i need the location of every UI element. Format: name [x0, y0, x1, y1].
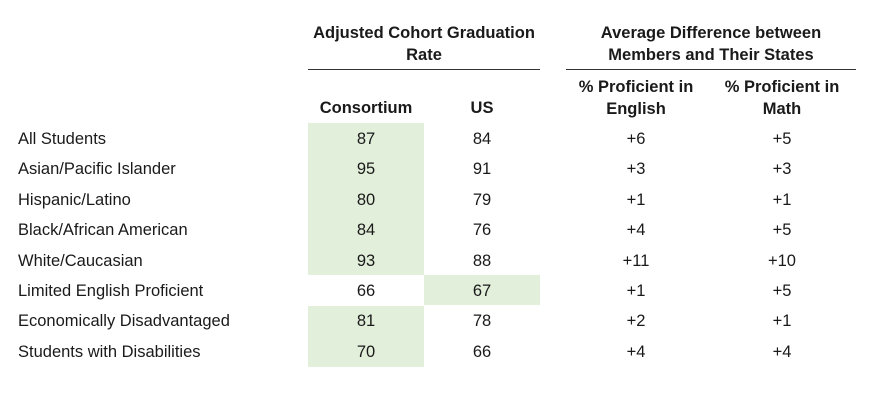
row-label: Asian/Pacific Islander: [18, 160, 176, 179]
english-difference: +6: [626, 130, 646, 148]
math-column-header: % Proficient in Math: [724, 78, 840, 118]
us-value: 66: [472, 342, 492, 361]
consortium-highlight-band-top: [308, 123, 424, 275]
table-row: Limited English Proficient 66 67 +1 +5: [0, 277, 880, 307]
consortium-value: 70: [356, 342, 376, 361]
cohort-group-rule: [308, 69, 540, 70]
english-difference: +2: [626, 312, 646, 331]
math-difference: +10: [768, 251, 796, 270]
math-difference: +1: [772, 190, 792, 209]
us-value: 84: [472, 130, 492, 148]
consortium-highlight: [308, 123, 424, 367]
cohort-group-header: Adjusted Cohort Graduation Rate: [313, 24, 535, 64]
us-value: 91: [472, 160, 492, 179]
row-label: Students with Disabilities: [18, 342, 201, 361]
row-label: Black/African American: [18, 221, 188, 240]
english-difference: +11: [622, 251, 650, 270]
row-label: Hispanic/Latino: [18, 190, 131, 209]
us-highlight-cell: [424, 275, 540, 305]
math-difference: +3: [772, 160, 792, 179]
english-difference: +1: [626, 281, 646, 300]
row-label: White/Caucasian: [18, 251, 143, 270]
row-label: Limited English Proficient: [18, 281, 204, 300]
consortium-value: 93: [356, 251, 376, 270]
row-label: Economically Disadvantaged: [18, 312, 230, 331]
us-value: 88: [472, 251, 492, 270]
row-label: All Students: [18, 130, 107, 148]
consortium-value: 66: [356, 281, 376, 300]
us-value: 67: [472, 281, 492, 300]
math-difference: +5: [772, 130, 792, 148]
consortium-value: 81: [356, 312, 376, 331]
math-difference: +1: [772, 312, 792, 331]
table-row: Black/African American 84 76 +4 +5: [0, 216, 880, 246]
consortium-highlight-band-bottom: [308, 306, 424, 367]
us-value: 78: [472, 312, 492, 331]
english-difference: +4: [626, 342, 646, 361]
difference-group-header: Average Difference between Members and T…: [600, 24, 822, 64]
consortium-value: 84: [356, 221, 376, 240]
us-value: 79: [472, 190, 492, 209]
table-row: White/Caucasian 93 88 +11 +10: [0, 247, 880, 277]
table-row: Hispanic/Latino 80 79 +1 +1: [0, 186, 880, 216]
consortium-value: 87: [356, 130, 376, 148]
consortium-value: 95: [356, 160, 376, 179]
table-row: Asian/Pacific Islander 95 91 +3 +3: [0, 155, 880, 185]
math-difference: +5: [772, 281, 792, 300]
table-row: Students with Disabilities 70 66 +4 +4: [0, 338, 880, 368]
consortium-value: 80: [356, 190, 376, 209]
table-row: All Students 87 84 +6 +5: [0, 125, 880, 155]
consortium-column-header: Consortium: [319, 99, 413, 117]
english-difference: +4: [626, 221, 646, 240]
math-difference: +4: [772, 342, 792, 361]
us-column-header: US: [470, 99, 494, 117]
math-difference: +5: [772, 221, 792, 240]
english-difference: +1: [626, 190, 646, 209]
english-difference: +3: [626, 160, 646, 179]
difference-group-rule: [566, 69, 856, 70]
us-value: 76: [472, 221, 492, 240]
table-row: Economically Disadvantaged 81 78 +2 +1: [0, 307, 880, 337]
table-body: All Students 87 84 +6 +5 Asian/Pacific I…: [0, 125, 880, 368]
english-column-header: % Proficient in English: [578, 78, 694, 118]
